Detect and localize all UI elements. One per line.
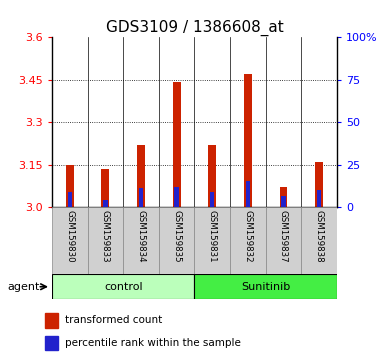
Text: GSM159837: GSM159837 [279,210,288,263]
Text: GSM159835: GSM159835 [172,210,181,263]
Bar [315,162,323,207]
Text: agent: agent [8,282,40,292]
Text: GSM159834: GSM159834 [137,210,146,263]
Text: control: control [104,282,142,292]
Bar [194,207,230,274]
Bar [244,74,252,207]
Text: GSM159833: GSM159833 [101,210,110,263]
Bar [137,145,145,207]
Text: GSM159838: GSM159838 [315,210,323,263]
Text: transformed count: transformed count [65,315,162,325]
Bar [230,207,266,274]
Bar [281,196,286,207]
Bar [194,274,337,299]
Text: Sunitinib: Sunitinib [241,282,290,292]
Bar [66,165,74,207]
Bar [45,313,58,328]
Text: percentile rank within the sample: percentile rank within the sample [65,338,241,348]
Bar [317,189,321,207]
Bar [68,192,72,207]
Bar [159,207,194,274]
Bar [280,187,287,207]
Bar [103,200,107,207]
Bar [139,188,143,207]
Text: GSM159831: GSM159831 [208,210,217,263]
Bar [123,207,159,274]
Bar [102,169,109,207]
Bar [52,274,194,299]
Bar [301,207,337,274]
Bar [208,145,216,207]
Bar [246,181,250,207]
Bar [266,207,301,274]
Title: GDS3109 / 1386608_at: GDS3109 / 1386608_at [105,19,283,36]
Text: GSM159832: GSM159832 [243,210,252,263]
Bar [45,336,58,350]
Text: GSM159830: GSM159830 [65,210,74,263]
Bar [210,192,214,207]
Bar [174,187,179,207]
Bar [52,207,88,274]
Bar [173,82,181,207]
Bar [88,207,123,274]
